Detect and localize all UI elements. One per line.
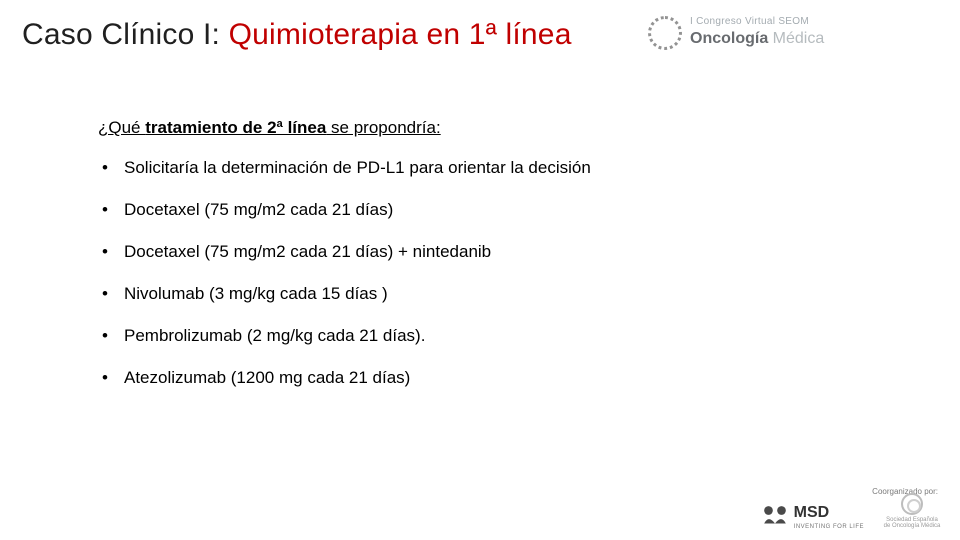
title-part-b: Quimioterapia en 1ª línea (229, 18, 572, 51)
question-tail: se propondría: (326, 118, 440, 137)
list-item: Docetaxel (75 mg/m2 cada 21 días) + nint… (98, 242, 858, 262)
logo-line2-light: Médica (773, 30, 825, 47)
question-bold: tratamiento de 2ª línea (145, 118, 326, 137)
msd-tagline: INVENTING FOR LIFE (794, 524, 864, 530)
logo-line2: Oncología Médica (690, 30, 824, 48)
msd-text-block: MSD INVENTING FOR LIFE (794, 504, 864, 530)
slide-title: Caso Clínico I: Quimioterapia en 1ª líne… (22, 18, 572, 52)
footer-logos: MSD INVENTING FOR LIFE Sociedad Española… (762, 493, 942, 530)
treatment-options-list: Solicitaría la determinación de PD-L1 pa… (98, 158, 858, 410)
logo-circle-icon (648, 16, 682, 50)
list-item: Pembrolizumab (2 mg/kg cada 21 días). (98, 326, 858, 346)
seom-logo: Sociedad Española de Oncología Médica (882, 493, 942, 530)
list-item: Solicitaría la determinación de PD-L1 pa… (98, 158, 858, 178)
question-lead: ¿Qué (98, 118, 145, 137)
seom-icon (901, 493, 923, 515)
title-part-a: Caso Clínico I: (22, 18, 229, 51)
msd-name: MSD (794, 504, 864, 522)
question-heading: ¿Qué tratamiento de 2ª línea se propondr… (98, 118, 441, 138)
logo-line1: I Congreso Virtual SEOM (690, 16, 809, 27)
list-item: Atezolizumab (1200 mg cada 21 días) (98, 368, 858, 388)
msd-icon (762, 504, 788, 530)
seom-line1: Sociedad Española (882, 517, 942, 524)
logo-line2-strong: Oncología (690, 30, 773, 47)
seom-line2: de Oncología Médica (882, 523, 942, 530)
msd-logo: MSD INVENTING FOR LIFE (762, 504, 864, 530)
list-item: Nivolumab (3 mg/kg cada 15 días ) (98, 284, 858, 304)
congress-logo: I Congreso Virtual SEOM Oncología Médica (642, 12, 942, 54)
list-item: Docetaxel (75 mg/m2 cada 21 días) (98, 200, 858, 220)
